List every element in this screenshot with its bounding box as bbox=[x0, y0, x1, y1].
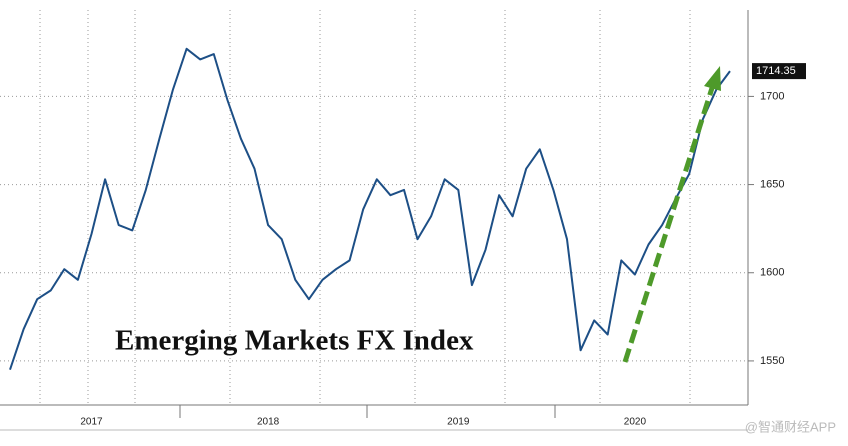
y-tick-label: 1550 bbox=[760, 355, 784, 367]
y-tick-label: 1650 bbox=[760, 178, 784, 190]
last-value-box bbox=[752, 63, 806, 80]
trend-arrow bbox=[622, 66, 721, 363]
x-tick-label: 2020 bbox=[624, 417, 647, 428]
x-tick-label: 2018 bbox=[257, 417, 280, 428]
x-tick-label: 2019 bbox=[447, 417, 470, 428]
plot bbox=[0, 47, 748, 371]
y-tick-label: 1600 bbox=[760, 267, 784, 279]
series-line bbox=[9, 47, 731, 371]
watermark: @智通财经APP bbox=[745, 419, 836, 434]
arrow-head bbox=[704, 66, 721, 91]
last-value-label: 1714.35 bbox=[756, 65, 796, 77]
chart-title: Emerging Markets FX Index bbox=[115, 325, 474, 357]
y-tick-label: 1700 bbox=[760, 90, 784, 102]
x-tick-label: 2017 bbox=[80, 417, 103, 428]
arrow-shaft bbox=[622, 87, 715, 363]
